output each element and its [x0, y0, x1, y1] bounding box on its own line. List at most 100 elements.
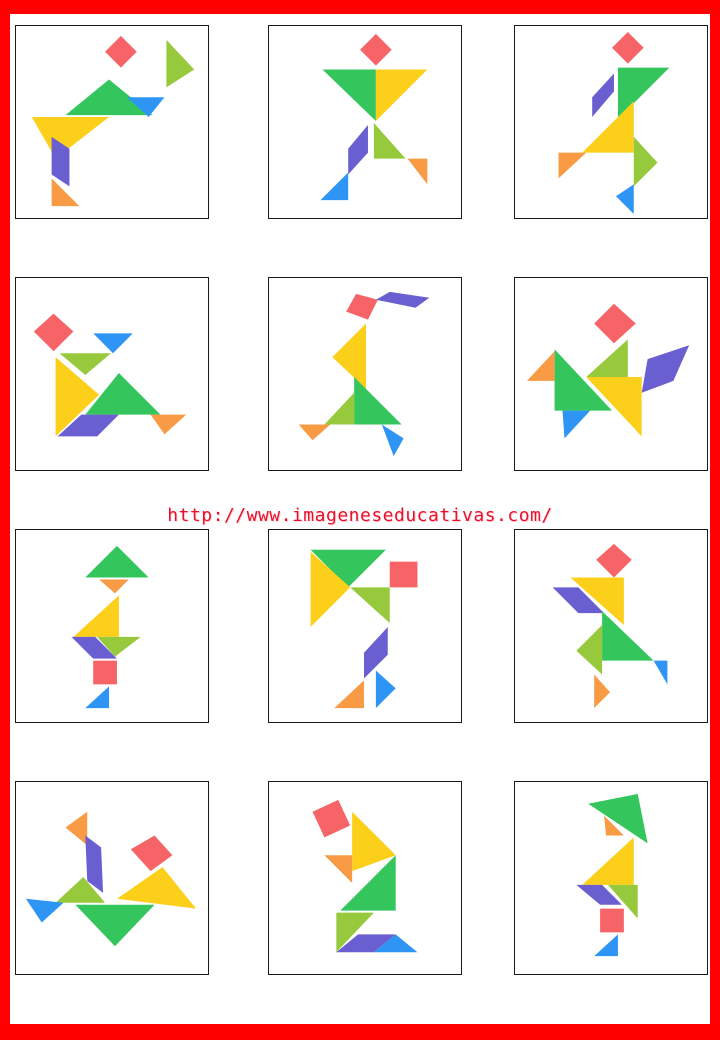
- tangram-card-2: [268, 25, 462, 219]
- tangram-square: [611, 31, 644, 64]
- tangram-small-triangle: [85, 686, 110, 709]
- tangram-large-triangle: [332, 323, 366, 389]
- tangram-parallelogram: [375, 291, 430, 308]
- tangram-figure-2: [320, 33, 428, 201]
- tangram-card-1: [15, 25, 209, 219]
- tangram-large-triangle: [75, 904, 155, 947]
- tangram-medium-triangle: [59, 353, 112, 375]
- tangram-small-triangle: [320, 172, 349, 201]
- tangram-small-triangle: [526, 351, 555, 381]
- tangram-parallelogram: [592, 73, 614, 118]
- tangram-medium-triangle: [608, 884, 638, 919]
- tangram-card-4: [15, 277, 209, 471]
- tangram-parallelogram: [641, 345, 690, 393]
- tangram-parallelogram: [57, 414, 119, 437]
- tangram-figure-7: [71, 545, 149, 709]
- tangram-medium-triangle: [586, 339, 628, 377]
- tangram-figure-5: [298, 291, 430, 457]
- tangram-large-triangle: [602, 611, 654, 661]
- tangram-square: [600, 908, 624, 933]
- tangram-large-triangle: [582, 101, 634, 153]
- tangram-card-5: [268, 277, 462, 471]
- tangram-square: [389, 561, 418, 588]
- tangram-small-triangle: [65, 811, 88, 846]
- website-watermark: http://www.imageneseducativas.com/: [167, 505, 553, 526]
- tangram-figure-8: [310, 549, 418, 709]
- tangram-large-triangle: [73, 595, 119, 637]
- tangram-square: [93, 660, 117, 685]
- tangram-card-12: [514, 781, 708, 975]
- tangram-medium-triangle: [55, 877, 106, 903]
- tangram-card-8: [268, 529, 462, 723]
- tangram-large-triangle: [352, 811, 396, 872]
- tangram-parallelogram: [364, 626, 388, 679]
- tangram-card-11: [268, 781, 462, 975]
- tangram-large-triangle: [354, 376, 402, 425]
- tangram-parallelogram: [51, 136, 70, 187]
- tangram-small-triangle: [298, 424, 331, 441]
- tangram-medium-triangle: [336, 912, 374, 953]
- tangram-large-triangle: [554, 349, 612, 411]
- tangram-medium-triangle: [350, 587, 390, 624]
- tangram-large-triangle: [116, 867, 197, 909]
- tangram-card-3: [514, 25, 708, 219]
- tangram-square: [594, 303, 636, 344]
- tangram-large-triangle: [582, 837, 634, 885]
- tangram-parallelogram: [552, 587, 605, 614]
- tangram-figure-12: [576, 793, 648, 957]
- tangram-small-triangle: [594, 934, 618, 957]
- tangram-small-triangle: [334, 680, 365, 709]
- tangram-figure-3: [558, 31, 670, 215]
- tangram-small-triangle: [653, 660, 668, 685]
- tangram-square: [360, 33, 392, 66]
- tangram-medium-triangle: [324, 392, 355, 425]
- tangram-figure-9: [552, 543, 668, 709]
- tangram-large-triangle: [310, 551, 351, 627]
- tangram-large-triangle: [85, 545, 149, 578]
- tangram-square: [346, 293, 378, 320]
- tangram-large-triangle: [588, 793, 648, 844]
- tangram-card-10: [15, 781, 209, 975]
- tangram-figure-10: [25, 811, 197, 947]
- tangram-large-triangle: [85, 373, 161, 415]
- tangram-square: [33, 313, 74, 352]
- tangram-figure-6: [526, 303, 690, 439]
- tangram-figure-4: [33, 313, 187, 437]
- tangram-large-triangle: [310, 549, 386, 588]
- tangram-small-triangle: [615, 184, 634, 215]
- tangram-parallelogram: [348, 124, 368, 175]
- tangram-small-triangle: [99, 579, 129, 594]
- tangram-figure-1: [31, 35, 195, 207]
- tangram-figure-11: [312, 799, 418, 953]
- tangram-square: [312, 799, 351, 838]
- tangram-parallelogram: [336, 934, 396, 953]
- tangram-large-triangle: [31, 117, 110, 159]
- tangram-large-triangle: [375, 69, 428, 122]
- tangram-small-triangle: [407, 158, 428, 185]
- tangram-medium-triangle: [97, 636, 141, 657]
- tangram-small-triangle: [373, 934, 418, 953]
- tangram-small-triangle: [562, 410, 591, 439]
- tangram-small-triangle: [381, 424, 404, 457]
- tangram-large-triangle: [55, 357, 100, 437]
- tangram-medium-triangle: [633, 136, 658, 187]
- tangram-small-triangle: [93, 333, 133, 354]
- tangram-medium-triangle: [576, 625, 603, 675]
- tangram-small-triangle: [126, 97, 165, 118]
- tangram-square: [105, 35, 137, 68]
- tangram-card-6: [514, 277, 708, 471]
- tangram-card-9: [514, 529, 708, 723]
- tangram-small-triangle: [558, 152, 587, 179]
- tangram-small-triangle: [25, 898, 64, 923]
- tangram-square: [596, 543, 632, 578]
- tangram-parallelogram: [71, 636, 117, 659]
- tangram-small-triangle: [324, 855, 353, 883]
- tangram-medium-triangle: [166, 39, 195, 88]
- tangram-parallelogram: [576, 884, 622, 905]
- tangram-large-triangle: [322, 69, 376, 122]
- tangram-small-triangle: [375, 670, 396, 709]
- tangram-small-triangle: [51, 178, 80, 207]
- tangram-large-triangle: [570, 577, 624, 626]
- tangram-large-triangle: [65, 79, 153, 116]
- tangram-card-7: [15, 529, 209, 723]
